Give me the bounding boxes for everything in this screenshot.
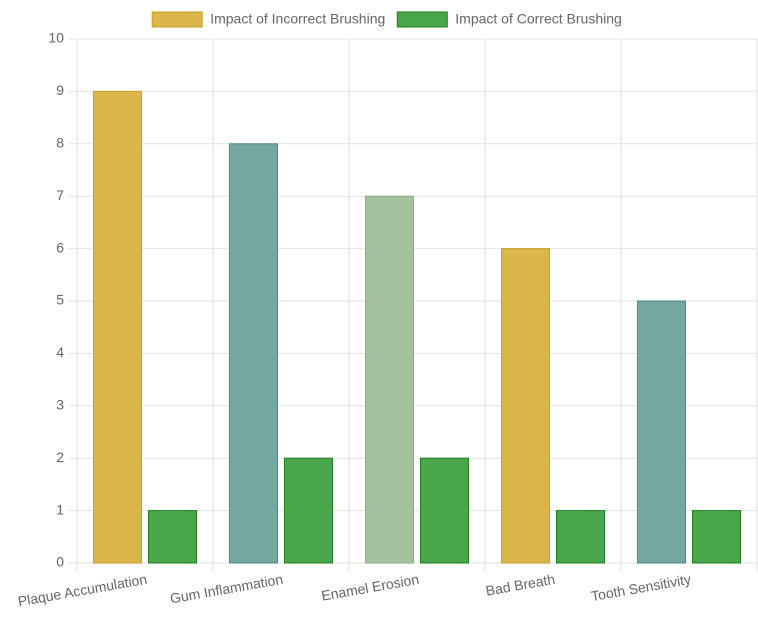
y-tick-label: 3 [56,397,64,413]
x-tick-label: Plaque Accumulation [17,571,149,609]
bar [692,510,741,564]
x-tick-label: Tooth Sensitivity [590,571,692,604]
bar [420,457,469,564]
y-tick-label: 6 [56,239,64,255]
legend-swatch [396,11,448,28]
y-tick-label: 5 [56,292,64,308]
bar [148,510,197,564]
y-tick-label: 10 [48,30,64,46]
legend-label: Impact of Incorrect Brushing [210,11,385,27]
bar [284,457,333,564]
bar [501,248,550,564]
bar [556,510,605,564]
bar [93,90,142,564]
y-tick-label: 8 [56,135,64,151]
x-tick-label: Gum Inflammation [169,571,284,607]
y-tick-label: 2 [56,449,64,465]
legend-swatch [151,11,203,28]
x-tick-label: Enamel Erosion [320,571,420,604]
y-tick-label: 4 [56,344,64,360]
y-tick-label: 1 [56,501,64,517]
legend-label: Impact of Correct Brushing [455,11,622,27]
y-tick-label: 0 [56,554,64,570]
bar [365,195,414,564]
bar [229,143,278,564]
y-tick-label: 9 [56,82,64,98]
x-tick-label: Bad Breath [484,571,556,599]
bar [637,300,686,564]
y-tick-label: 7 [56,187,64,203]
